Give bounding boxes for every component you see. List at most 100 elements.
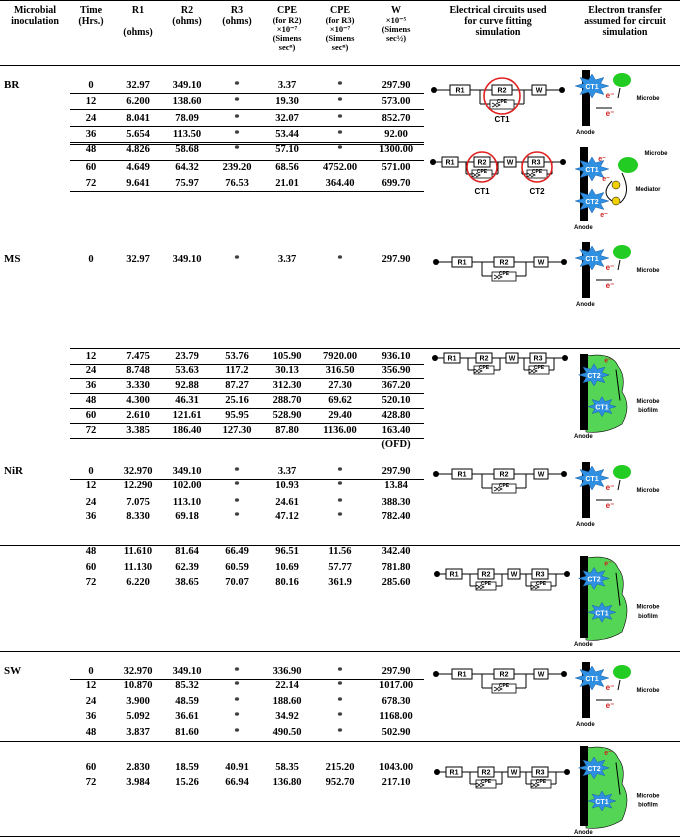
cell-w: 367.20 (381, 380, 411, 391)
charge-transfer-star (574, 465, 610, 491)
resistor-r2-label: R2 (500, 672, 509, 679)
resistor-r2-label: R2 (482, 572, 491, 579)
cell-cpe3: * (337, 129, 343, 140)
cell-r3: 117.2 (225, 365, 249, 376)
cell-cpe2: 10.69 (275, 562, 299, 573)
cell-r3: * (234, 696, 240, 707)
mediator-dot (611, 196, 621, 206)
cell-time: 48 (85, 546, 97, 557)
biofilm-shape (585, 746, 628, 829)
circuit-r1-r2cpe-w: R1 R2 CPE W (433, 468, 567, 494)
charge-transfer-star (587, 396, 617, 418)
resistor-r1-label: R1 (458, 260, 467, 267)
resistor-r1-label: R1 (458, 672, 467, 679)
header-text: (ohms) (123, 27, 153, 38)
cell-cpe3: 215.20 (325, 762, 355, 773)
cell-cpe2: 336.90 (272, 666, 302, 677)
cell-cpe3: * (337, 144, 343, 155)
cell-cpe2: 105.90 (272, 351, 302, 362)
cpe-box (491, 271, 517, 282)
circuit-r1-r2cpe-w: R1 R2 CPE W (433, 668, 567, 694)
row-rule (0, 651, 680, 652)
cell-time: 24 (85, 497, 97, 508)
table-row: 48 4.826 58.68 * 57.10 * 1300.00 (0, 144, 424, 156)
resistor-r2-label: R2 (500, 260, 509, 267)
row-rule (70, 126, 424, 127)
cpe-label: CPE (499, 683, 510, 689)
cell-cpe3: * (337, 113, 343, 124)
cell-r2: 92.88 (175, 380, 199, 391)
cell-cpe3: * (337, 696, 343, 707)
resistor-r2-label: R2 (498, 88, 507, 95)
cell-r2: 349.10 (172, 254, 202, 265)
cell-r1: 4.300 (126, 395, 150, 406)
warburg-w-label: W (511, 770, 518, 777)
cell-cpe3: * (337, 666, 343, 677)
cpe-symbol (530, 782, 540, 788)
cell-cpe2: 57.10 (275, 144, 299, 155)
table-row: 48 4.300 46.31 25.16 288.70 69.62 520.10 (0, 395, 424, 407)
header-text: ×10⁻⁷ (276, 24, 298, 34)
cell-cpe3: 316.50 (325, 365, 355, 376)
charge-transfer-star (587, 790, 617, 812)
arrow (615, 762, 621, 795)
cell-time: 60 (85, 762, 97, 773)
cell-r2: 85.32 (175, 680, 199, 691)
cell-r2: 138.60 (172, 96, 202, 107)
table-row: 36 8.330 69.18 * 47.12 * 782.40 (0, 511, 424, 523)
cell-r1: 2.610 (126, 410, 150, 421)
ct2-label: CT2 (529, 187, 545, 196)
ct1-highlight-circle (466, 151, 498, 183)
header-text: for curve fitting (464, 16, 532, 27)
cell-w: 92.00 (384, 129, 408, 140)
cell-time: 0 (88, 80, 94, 91)
circuit-r1-r2cpe-w: R1 R2 CPE W (433, 256, 567, 282)
cell-time: 24 (85, 113, 97, 124)
row-rule (0, 545, 680, 546)
header-text: W (391, 5, 401, 16)
table-row: 12 12.290 102.00 * 10.93 * 13.84 (0, 480, 424, 492)
cpe-symbol (471, 172, 481, 178)
resistor-r1-label: R1 (448, 356, 457, 363)
microbe-cell (613, 465, 631, 479)
header-text: simulation (602, 27, 648, 38)
electron-label: e⁻ (604, 358, 612, 365)
cell-time: 0 (88, 466, 94, 477)
cell-w: 356.90 (381, 365, 411, 376)
ct-star-label: CT1 (585, 476, 598, 483)
header-text: R2 (180, 5, 194, 16)
mediator-dot (611, 180, 621, 190)
resistor-r3-label: R3 (536, 572, 545, 579)
cell-r1: 3.837 (126, 727, 150, 738)
header-text: assumed for circuit (584, 16, 666, 27)
cell-cpe3: 361.9 (328, 577, 352, 588)
electron-label: e⁻ (602, 176, 610, 183)
cell-r3: 40.91 (225, 762, 249, 773)
cell-cpe2: 80.16 (275, 577, 299, 588)
cell-cpe3: 27.30 (328, 380, 352, 391)
cell-cpe3: 364.40 (325, 178, 355, 189)
cell-w: 1043.00 (378, 762, 414, 773)
ct-star-label: CT2 (587, 576, 600, 583)
table-row: 24 3.900 48.59 * 188.60 * 678.30 (0, 696, 424, 708)
header-text: secⁿ) (331, 42, 349, 52)
cell-cpe3: 11.56 (328, 546, 352, 557)
ct-star-label: CT1 (585, 84, 598, 91)
cpe-box (491, 483, 517, 494)
table-row: 72 6.220 38.65 70.07 80.16 361.9 285.60 (0, 577, 424, 589)
cell-r2: 18.59 (175, 762, 199, 773)
row-rule (70, 393, 424, 394)
electron-label: e⁻ (600, 212, 608, 219)
cell-r3: * (234, 511, 240, 522)
cell-r1: 9.641 (126, 178, 150, 189)
cell-cpe2: 19.30 (275, 96, 299, 107)
cell-r1: 11.130 (123, 562, 153, 573)
anode-label: Anode (576, 722, 595, 728)
resistor-r2-label: R2 (478, 160, 487, 167)
electron-transfer-direct: CT1 Microbe e⁻ e⁻ Anode (574, 242, 660, 308)
electron-label: e⁻ (606, 701, 615, 710)
header-r1: R1 (ohms) (116, 5, 160, 38)
cell-time: 72 (85, 178, 97, 189)
table-row: 36 5.092 36.61 * 34.92 * 1168.00 (0, 711, 424, 723)
cpe-label: CPE (532, 169, 543, 175)
